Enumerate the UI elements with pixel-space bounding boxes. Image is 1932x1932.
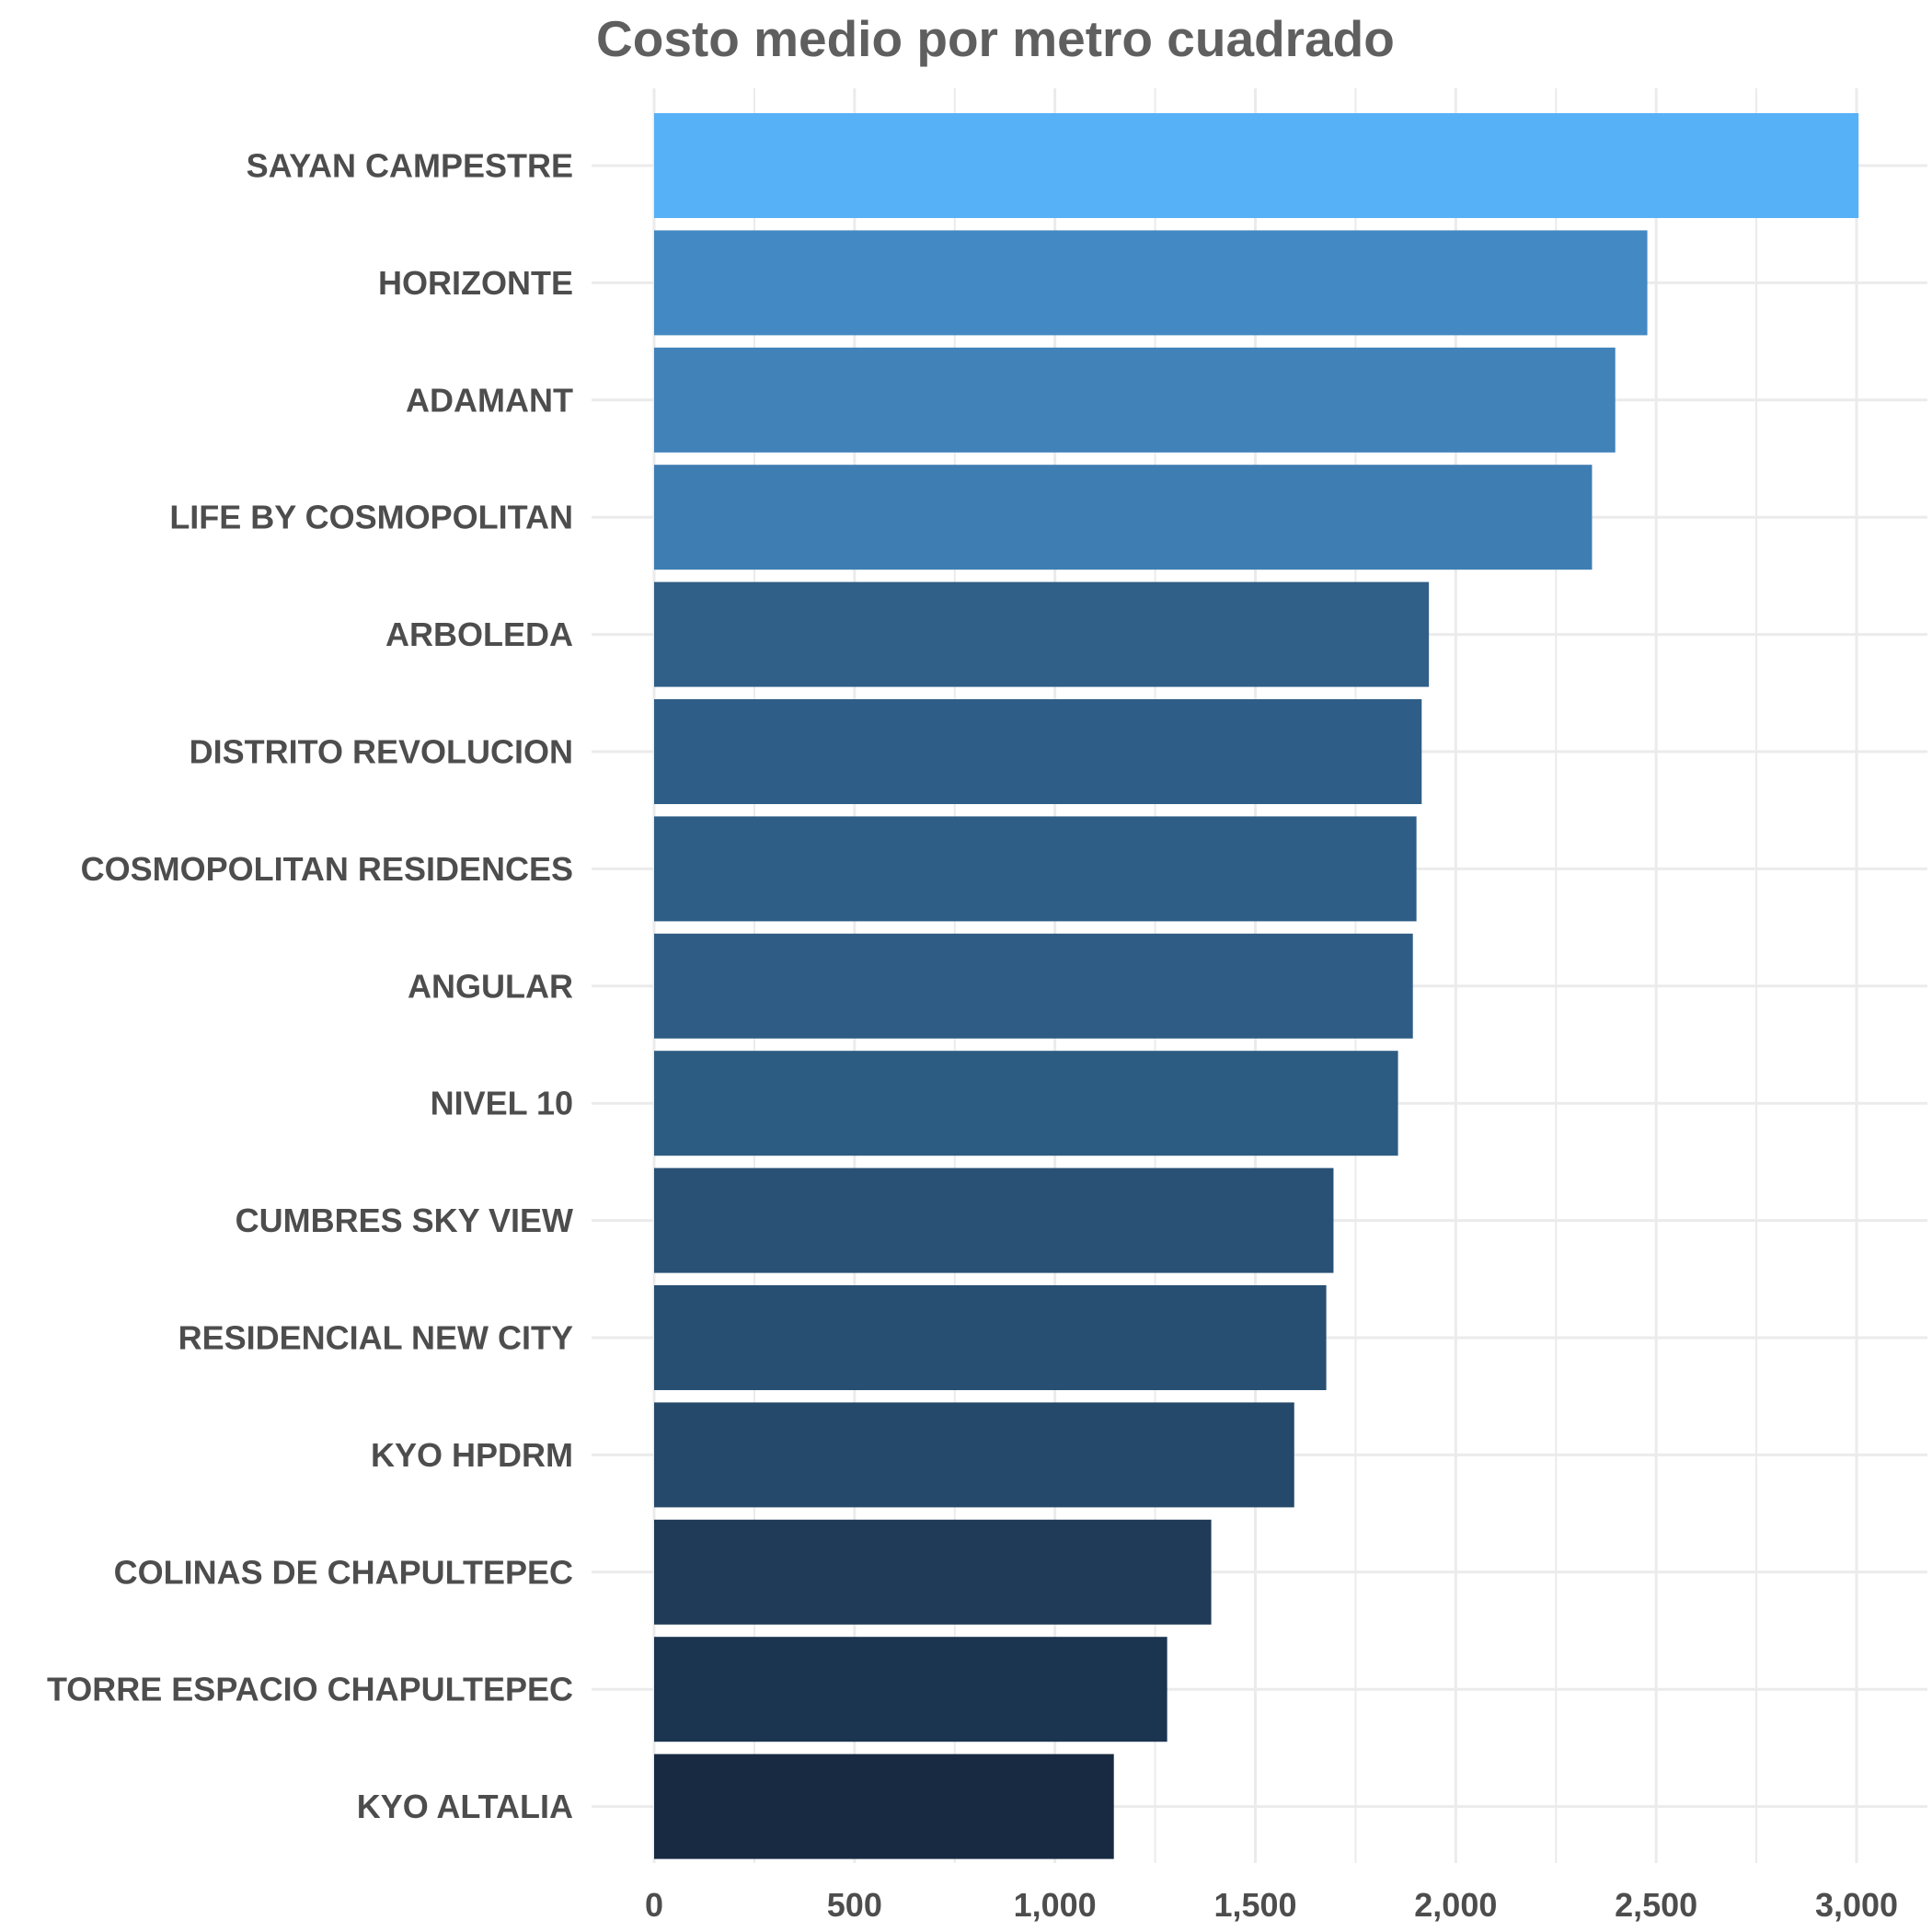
category-labels: SAYAN CAMPESTRE HORIZONTE ADAMANT LIFE BY C… <box>47 147 573 1826</box>
category-label: SAYAN CAMPESTRE <box>247 147 573 185</box>
bar <box>654 933 1413 1039</box>
bar <box>654 1051 1398 1156</box>
bar-layer <box>654 113 1859 1859</box>
x-tick-label: 2,000 <box>1414 1886 1497 1924</box>
bar <box>654 113 1859 218</box>
x-axis-tick-labels: 0 500 1,000 1,500 2,000 2,500 3,000 <box>645 1886 1898 1924</box>
bar <box>654 465 1593 570</box>
x-tick-label: 2,500 <box>1615 1886 1697 1924</box>
category-label: HORIZONTE <box>378 264 573 302</box>
bar <box>654 1519 1212 1625</box>
bar <box>654 1167 1334 1273</box>
x-tick-label: 1,500 <box>1213 1886 1296 1924</box>
bar <box>654 581 1430 687</box>
category-label: LIFE BY COSMOPOLITAN <box>169 499 573 536</box>
x-tick-label: 500 <box>827 1886 882 1924</box>
chart-title: Costo medio por metro cuadrado <box>596 10 1395 67</box>
bar <box>654 230 1648 336</box>
category-label: KYO ALTALIA <box>357 1788 573 1825</box>
category-label: COSMOPOLITAN RESIDENCES <box>81 850 573 888</box>
bar <box>654 699 1422 804</box>
bar <box>654 1285 1327 1390</box>
category-label: ADAMANT <box>406 381 573 419</box>
category-label: KYO HPDRM <box>371 1436 573 1474</box>
category-label: COLINAS DE CHAPULTEPEC <box>114 1553 573 1591</box>
bar <box>654 1637 1167 1742</box>
category-label: RESIDENCIAL NEW CITY <box>178 1319 573 1357</box>
category-label: NIVEL 10 <box>431 1085 573 1122</box>
bar <box>654 347 1616 453</box>
category-label: CUMBRES SKY VIEW <box>236 1202 573 1239</box>
category-label: ANGULAR <box>408 967 573 1005</box>
x-tick-label: 3,000 <box>1815 1886 1898 1924</box>
category-label: DISTRITO REVOLUCION <box>190 733 573 771</box>
x-tick-label: 0 <box>645 1886 663 1924</box>
category-label: ARBOLEDA <box>385 615 573 653</box>
bar <box>654 816 1417 922</box>
category-label: TORRE ESPACIO CHAPULTEPEC <box>47 1671 573 1708</box>
bar <box>654 1402 1294 1508</box>
x-tick-label: 1,000 <box>1014 1886 1097 1924</box>
bar <box>654 1754 1114 1859</box>
